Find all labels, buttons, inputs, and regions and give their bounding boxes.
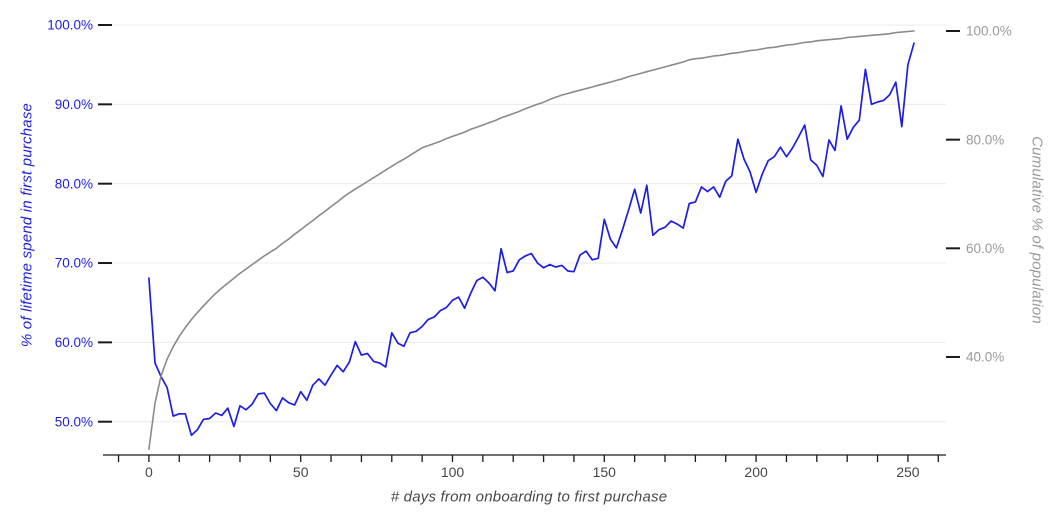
gridlines <box>112 24 946 423</box>
right-tick-label: 40.0% <box>966 350 1004 365</box>
x-tick-label: 0 <box>145 464 153 480</box>
right-tick-label: 80.0% <box>966 132 1004 147</box>
left-tick-label: 90.0% <box>55 97 93 112</box>
right-tick-label: 60.0% <box>966 241 1004 256</box>
x-tick-label: 100 <box>441 464 465 480</box>
left-tick-label: 80.0% <box>55 176 93 191</box>
x-tick-label: 250 <box>896 464 920 480</box>
x-tick-label: 150 <box>593 464 617 480</box>
x-tick-label: 200 <box>744 464 768 480</box>
x-axis: 0 50 100 150 200 250 <box>103 454 946 480</box>
pct-of-lifetime-spend-in-first-purchase-line <box>148 42 915 437</box>
left-axis-title: % of lifetime spend in first purchase <box>18 102 36 348</box>
cumulative-pct-of-population-line <box>148 30 915 451</box>
x-tick-label: 50 <box>293 464 309 480</box>
left-axis: 50.0% 60.0% 70.0% 80.0% 90.0% 100.0% <box>47 18 112 429</box>
left-tick-label: 100.0% <box>47 18 93 33</box>
right-tick-label: 100.0% <box>966 24 1012 39</box>
x-axis-title: # days from onboarding to first purchase <box>390 488 668 506</box>
left-tick-label: 50.0% <box>55 414 93 429</box>
left-tick-label: 70.0% <box>55 256 93 271</box>
left-tick-label: 60.0% <box>55 335 93 350</box>
series <box>148 30 915 451</box>
right-axis: 40.0% 60.0% 80.0% 100.0% <box>946 24 1012 365</box>
right-axis-title: Cumulative % of population <box>1028 136 1046 324</box>
